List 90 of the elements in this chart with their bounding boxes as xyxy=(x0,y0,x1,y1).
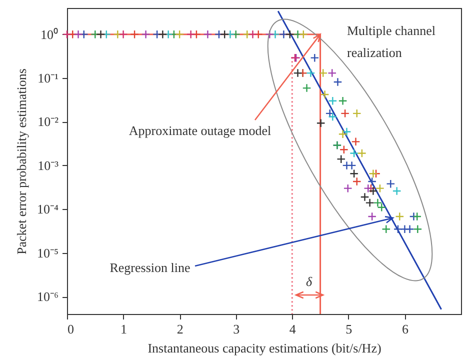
annotation: Regression line xyxy=(110,260,190,275)
point xyxy=(357,148,366,158)
point xyxy=(279,30,288,39)
x-axis-title: Instantaneous capacity estimations (bit/s/Hz) xyxy=(148,340,382,356)
point xyxy=(375,184,384,193)
point xyxy=(102,30,111,39)
point xyxy=(298,30,308,39)
point xyxy=(316,118,326,128)
point xyxy=(325,108,334,118)
y-tick-label: 10⁰ xyxy=(40,26,58,42)
point xyxy=(285,30,294,39)
point xyxy=(175,30,184,39)
y-tick-label: 10⁻² xyxy=(38,114,59,130)
point xyxy=(130,30,140,39)
point xyxy=(306,68,316,78)
point xyxy=(336,154,346,164)
point xyxy=(293,68,302,78)
point xyxy=(392,186,402,196)
point xyxy=(318,68,328,78)
point xyxy=(293,30,302,39)
point xyxy=(338,130,348,139)
point xyxy=(320,90,330,99)
point xyxy=(412,212,422,221)
point xyxy=(220,30,230,39)
point xyxy=(141,30,150,39)
x-tick-label: 5 xyxy=(346,322,352,336)
y-tick-label: 10⁻⁴ xyxy=(36,202,59,217)
point xyxy=(310,53,320,62)
point xyxy=(118,30,128,39)
point xyxy=(158,30,168,39)
point xyxy=(226,30,235,39)
point xyxy=(382,224,391,234)
point xyxy=(333,78,342,87)
x-tick-label: 0 xyxy=(68,322,74,336)
x-tick-label: 3 xyxy=(233,322,240,336)
x-tick-label: 6 xyxy=(402,322,409,336)
point xyxy=(214,30,224,39)
point xyxy=(386,179,396,188)
point xyxy=(342,127,352,136)
point xyxy=(248,30,258,39)
annotation: Multiple channel realization xyxy=(347,23,436,60)
point xyxy=(368,169,378,178)
point xyxy=(96,30,106,39)
point xyxy=(254,30,263,39)
x-tick-label: 4 xyxy=(289,322,296,336)
point xyxy=(113,30,122,39)
x-tick-label: 1 xyxy=(120,322,128,336)
point xyxy=(328,96,338,106)
point xyxy=(242,30,252,39)
point xyxy=(74,30,83,39)
point xyxy=(328,112,338,122)
y-tick-label: 10⁻⁵ xyxy=(36,245,58,260)
point xyxy=(265,30,274,39)
point xyxy=(350,148,359,158)
y-axis-title: Packet error probability estimations xyxy=(14,68,29,254)
point xyxy=(347,160,356,170)
point xyxy=(368,186,378,196)
point xyxy=(352,177,362,186)
point xyxy=(192,30,201,39)
annotation: Approximate outage model xyxy=(128,123,272,138)
point xyxy=(302,84,312,93)
point xyxy=(393,224,402,234)
point xyxy=(340,108,350,118)
point xyxy=(350,169,359,178)
point xyxy=(328,68,337,78)
point xyxy=(164,30,173,39)
annotation: δ xyxy=(306,274,313,289)
point xyxy=(413,224,422,234)
y-tick-label: 10⁻³ xyxy=(38,158,59,173)
point xyxy=(364,184,373,193)
x-tick-label: 2 xyxy=(176,322,184,336)
point xyxy=(368,177,377,186)
y-tick-label: 10⁻¹ xyxy=(38,70,59,86)
point xyxy=(203,30,212,39)
point xyxy=(79,30,88,39)
point xyxy=(395,212,404,221)
point xyxy=(351,137,360,146)
point xyxy=(368,212,377,221)
point xyxy=(339,145,348,154)
point xyxy=(338,96,348,106)
point xyxy=(405,224,414,234)
point xyxy=(90,30,100,39)
point xyxy=(270,30,280,39)
point xyxy=(343,184,352,193)
point xyxy=(231,30,240,39)
y-tick-label: 10⁻⁶ xyxy=(36,289,58,304)
point xyxy=(152,30,162,39)
point xyxy=(62,30,72,39)
point xyxy=(186,30,196,39)
point xyxy=(352,108,362,118)
